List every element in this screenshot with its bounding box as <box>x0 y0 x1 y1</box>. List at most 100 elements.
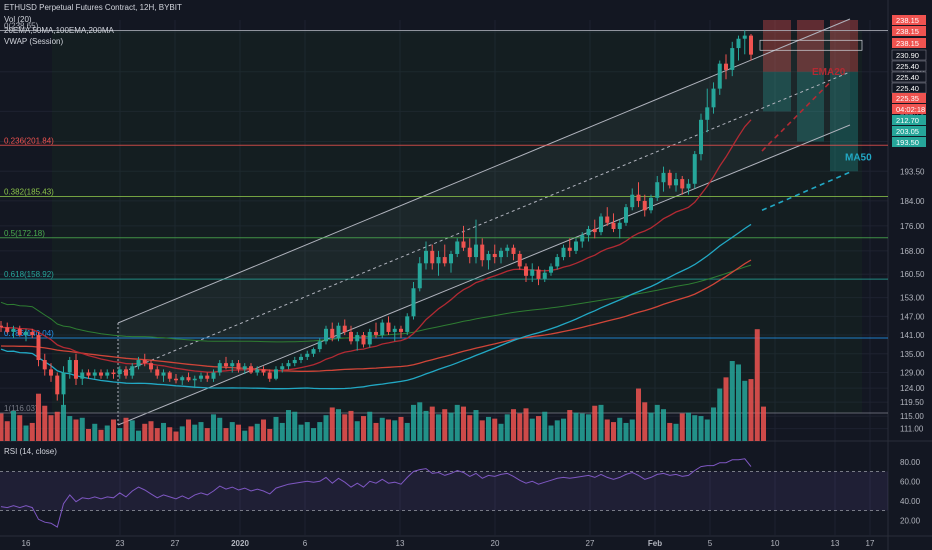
fib-level-label: 0(238.65) <box>4 21 39 30</box>
volume-bar <box>448 412 454 441</box>
volume-bar <box>617 417 623 441</box>
candle-body <box>705 107 710 120</box>
volume-bar <box>23 425 29 441</box>
price-badge-bg <box>892 38 926 48</box>
volume-bar <box>273 416 279 441</box>
candle-body <box>117 369 122 375</box>
time-tick-label: 17 <box>866 539 875 548</box>
short-target-zone <box>763 71 791 112</box>
candle-body <box>686 183 691 189</box>
price-axis[interactable]: 238.15225.40212.70203.05193.50184.00176.… <box>900 28 925 434</box>
volume-bar <box>254 423 260 441</box>
rsi-legend[interactable]: RSI (14, close) <box>4 447 57 456</box>
candle-body <box>374 331 378 336</box>
volume-bar <box>142 423 148 441</box>
price-badge-bg <box>892 126 926 136</box>
ma50-projection <box>761 170 853 212</box>
price-tick-label: 193.50 <box>900 167 925 176</box>
candle-body <box>5 327 10 332</box>
volume-bar <box>186 419 191 441</box>
volume-bar <box>736 364 741 441</box>
volume-bar <box>598 404 604 441</box>
volume-bar <box>148 421 154 441</box>
volume-bar <box>367 411 373 441</box>
price-tick-label: 147.00 <box>900 312 925 321</box>
candle-body <box>724 63 728 70</box>
volume-bar <box>86 428 91 441</box>
price-badge-bg <box>892 104 926 114</box>
volume-bar <box>529 418 535 441</box>
candle-body <box>0 325 3 328</box>
volume-bar <box>48 415 54 441</box>
price-badge-bg <box>891 60 927 72</box>
candle-body <box>736 38 741 49</box>
volume-bar <box>404 422 410 441</box>
vwap-legend[interactable]: VWAP (Session) <box>4 37 64 46</box>
candle-body <box>317 341 322 350</box>
candle-body <box>717 63 722 89</box>
candle-body <box>324 328 328 342</box>
volume-bar <box>723 377 729 441</box>
candle-body <box>49 369 53 376</box>
candle-body <box>692 154 697 184</box>
price-badge-text: 238.15 <box>896 39 919 48</box>
rsi-line <box>0 458 752 528</box>
channel-fill <box>118 19 850 425</box>
candle-body <box>461 241 466 248</box>
time-axis[interactable]: 16 23 27 2020 6 13 20 27 Feb 5 10 13 17 <box>22 539 875 548</box>
volume-bar <box>417 402 423 441</box>
volume-bar <box>698 416 704 441</box>
volume-bar <box>517 413 523 441</box>
candle-body <box>349 331 353 342</box>
candle-body <box>436 257 441 264</box>
candle-body <box>211 372 216 379</box>
volume-bars <box>0 329 766 441</box>
volume-bar <box>292 411 298 441</box>
volume-bar <box>98 429 104 441</box>
volume-bar <box>604 419 610 441</box>
chart-title[interactable]: ETHUSD Perpetual Futures Contract, 12H, … <box>4 3 182 12</box>
price-badge-text: 225.40 <box>896 62 919 71</box>
candle-body <box>417 263 422 289</box>
volume-bar <box>248 426 254 441</box>
volume-bar <box>686 412 691 441</box>
volume-legend[interactable]: Vol (20) <box>4 15 32 24</box>
volume-bar <box>461 406 466 441</box>
volume-bar <box>729 361 735 441</box>
candle-body <box>555 257 560 267</box>
volume-bar <box>111 419 116 441</box>
volume-bar <box>61 404 66 441</box>
candle-body <box>661 172 666 183</box>
candle-body <box>561 247 566 258</box>
candle-body <box>630 194 635 208</box>
volume-bar <box>317 422 323 441</box>
ma-legend[interactable]: 20EMA,50MA,100EMA,200MA <box>4 26 114 35</box>
candle-body <box>342 325 347 332</box>
candle-body <box>242 366 247 370</box>
volume-bar <box>92 423 98 441</box>
candle-body <box>492 253 497 258</box>
candle-body <box>86 372 91 376</box>
short-target-zone <box>797 71 824 142</box>
volume-bar <box>136 430 141 441</box>
time-tick-label: 10 <box>771 539 780 548</box>
candle-body <box>605 216 610 223</box>
price-tick-label: 153.00 <box>900 294 925 303</box>
price-badge-bg <box>892 15 926 25</box>
price-tick-label: 111.00 <box>900 425 924 434</box>
candle-body <box>505 247 510 251</box>
candle-body <box>467 247 472 258</box>
candle-body <box>105 372 110 376</box>
rsi-tick-label: 60.00 <box>900 477 921 486</box>
candle-body <box>586 229 591 236</box>
volume-bar <box>754 329 760 441</box>
volume-bar <box>611 422 616 441</box>
volume-bar <box>454 404 460 441</box>
candle-body <box>455 241 460 254</box>
short-stop-zone <box>797 20 824 72</box>
volume-bar <box>411 404 416 441</box>
candle-body <box>680 179 685 189</box>
ema20-label: EMA20 <box>812 67 846 78</box>
